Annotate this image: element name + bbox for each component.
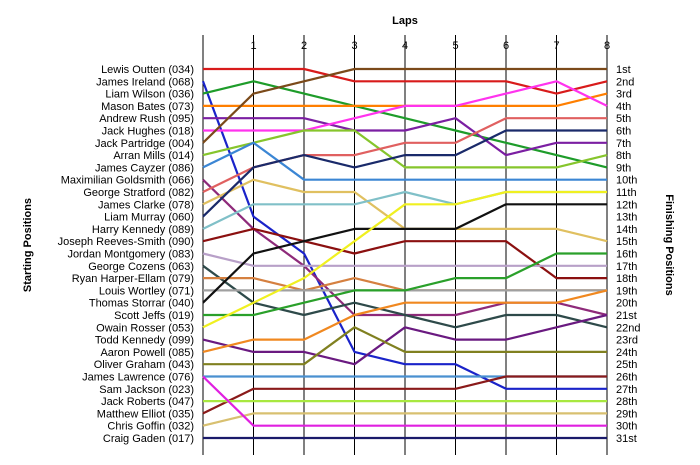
series-line-25 <box>203 326 607 366</box>
driver-label: Chris Goffin (032) <box>107 421 194 433</box>
finish-label: 17th <box>616 261 637 273</box>
lap-gridlines <box>202 35 608 455</box>
finish-label: 22nd <box>616 322 640 334</box>
series-line-29 <box>202 412 607 427</box>
lap-tick-label: 8 <box>604 40 610 52</box>
series-line-27 <box>202 375 607 415</box>
series-line-2 <box>201 80 607 390</box>
driver-label: Thomas Storrar (040) <box>89 298 194 310</box>
finish-label: 15th <box>616 236 637 248</box>
finish-label: 30th <box>616 421 637 433</box>
driver-label: Ryan Harper-Ellam (079) <box>72 273 194 285</box>
lap-tick-label: 5 <box>452 40 458 52</box>
y-axis-title-left: Starting Positions <box>22 198 34 292</box>
finish-label: 3rd <box>616 89 632 101</box>
series-line-13 <box>202 129 607 218</box>
driver-label: George Stratford (082) <box>83 187 194 199</box>
finish-label: 1st <box>616 64 631 76</box>
driver-label: Lewis Outten (034) <box>101 64 194 76</box>
finish-label: 10th <box>616 175 637 187</box>
finish-label: 14th <box>616 224 637 236</box>
finish-label: 9th <box>616 162 631 174</box>
driver-label: Craig Gaden (017) <box>103 433 194 445</box>
finish-label: 26th <box>616 372 637 384</box>
driver-label: Matthew Elliot (035) <box>97 408 194 420</box>
finishing-position-labels: 1st2nd3rd4th5th6th7th8th9th10th11th12th1… <box>616 64 640 445</box>
position-lines <box>201 67 608 440</box>
y-axis-title-right: Finishing Positions <box>663 194 675 295</box>
finish-label: 5th <box>616 113 631 125</box>
driver-label: James Ireland (068) <box>96 76 194 88</box>
driver-label: James Lawrence (076) <box>82 372 194 384</box>
finish-label: 11th <box>616 187 637 199</box>
lap-tick-labels: 1 2 3 4 5 6 7 8 <box>250 40 610 52</box>
finish-label: 2nd <box>616 76 634 88</box>
series-line-7 <box>202 67 607 144</box>
driver-label: Jack Roberts (047) <box>101 396 194 408</box>
finish-label: 20th <box>616 298 637 310</box>
lap-tick-label: 1 <box>250 40 256 52</box>
series-line-30 <box>202 375 607 427</box>
finish-label: 21st <box>616 310 637 322</box>
series-line-20 <box>202 203 607 304</box>
series-line-21 <box>203 252 607 317</box>
driver-label: George Cozens (063) <box>88 261 194 273</box>
driver-label: Oliver Graham (043) <box>94 359 194 371</box>
finish-label: 16th <box>616 249 637 261</box>
finish-label: 23rd <box>616 335 638 347</box>
series-line-23 <box>202 313 608 366</box>
driver-label: Mason Bates (073) <box>101 101 194 113</box>
lap-tick-label: 3 <box>351 40 357 52</box>
series-line-16 <box>202 252 607 267</box>
series-line-22 <box>202 190 607 329</box>
finish-label: 28th <box>616 396 637 408</box>
lap-tick-label: 7 <box>553 40 559 52</box>
finish-label: 29th <box>616 408 637 420</box>
lap-tick-label: 4 <box>402 40 408 52</box>
finish-label: 18th <box>616 273 637 285</box>
series-line-3 <box>202 80 608 169</box>
driver-label: Maximilian Goldsmith (066) <box>61 175 194 187</box>
finish-label: 24th <box>616 347 637 359</box>
driver-label: James Cayzer (086) <box>95 162 194 174</box>
driver-label: Scott Jeffs (019) <box>114 310 194 322</box>
finish-label: 4th <box>616 101 631 113</box>
finish-label: 7th <box>616 138 631 150</box>
lap-tick-label: 2 <box>301 40 307 52</box>
driver-label: Aaron Powell (085) <box>100 347 194 359</box>
finish-label: 27th <box>616 384 637 396</box>
lap-tick-label: 6 <box>503 40 509 52</box>
driver-label: Owain Rosser (053) <box>96 322 194 334</box>
starting-position-labels: Lewis Outten (034)James Ireland (068)Lia… <box>58 64 194 445</box>
driver-label: Harry Kennedy (089) <box>92 224 194 236</box>
driver-label: Jack Partridge (004) <box>95 138 194 150</box>
series-line-6 <box>203 80 608 132</box>
driver-label: Joseph Reeves-Smith (090) <box>58 236 194 248</box>
driver-label: Jordan Montgomery (083) <box>67 249 194 261</box>
series-line-1 <box>203 67 608 95</box>
finish-label: 6th <box>616 126 631 138</box>
series-line-9 <box>202 141 607 181</box>
series-line-17 <box>202 264 608 329</box>
driver-label: James Clarke (078) <box>98 199 194 211</box>
finish-label: 13th <box>616 212 637 224</box>
driver-label: Jack Hughes (018) <box>102 126 194 138</box>
driver-label: Sam Jackson (023) <box>99 384 194 396</box>
driver-label: Todd Kennedy (099) <box>95 335 194 347</box>
finish-label: 31st <box>616 433 637 445</box>
series-line-5 <box>203 117 607 157</box>
finish-label: 19th <box>616 285 637 297</box>
x-axis-title: Laps <box>392 15 418 27</box>
finish-label: 12th <box>616 199 637 211</box>
series-line-24 <box>202 289 608 353</box>
driver-label: Liam Murray (060) <box>104 212 194 224</box>
finish-label: 25th <box>616 359 637 371</box>
driver-label: Andrew Rush (095) <box>99 113 194 125</box>
finish-label: 8th <box>616 150 631 162</box>
driver-label: Louis Wortley (071) <box>99 285 194 297</box>
driver-label: Arran Mills (014) <box>113 150 194 162</box>
driver-label: Liam Wilson (036) <box>105 89 194 101</box>
series-line-8 <box>202 129 608 169</box>
